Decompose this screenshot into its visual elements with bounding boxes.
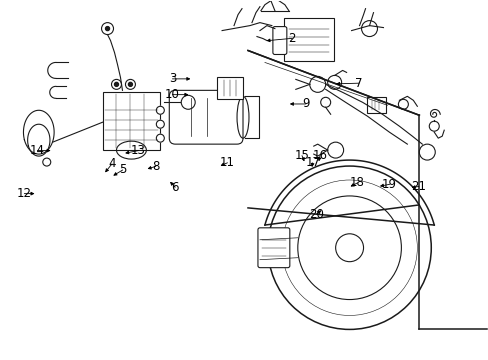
Text: 12: 12 — [17, 187, 32, 200]
Text: 7: 7 — [354, 77, 362, 90]
Circle shape — [105, 27, 109, 31]
Text: 9: 9 — [302, 98, 309, 111]
Circle shape — [156, 120, 164, 128]
FancyBboxPatch shape — [102, 92, 160, 150]
Text: 18: 18 — [349, 176, 364, 189]
Text: 13: 13 — [131, 144, 145, 157]
FancyBboxPatch shape — [272, 27, 286, 54]
Text: 11: 11 — [220, 156, 234, 169]
Text: 2: 2 — [288, 32, 295, 45]
Text: 15: 15 — [294, 149, 309, 162]
Text: 17: 17 — [305, 156, 320, 169]
Text: 14: 14 — [30, 144, 45, 157]
Text: 10: 10 — [164, 88, 180, 101]
Text: 4: 4 — [108, 157, 116, 170]
Circle shape — [156, 106, 164, 114]
Text: 16: 16 — [312, 149, 327, 162]
Text: 6: 6 — [171, 181, 179, 194]
Text: 8: 8 — [152, 160, 159, 173]
FancyBboxPatch shape — [169, 90, 243, 144]
Text: 5: 5 — [119, 163, 126, 176]
FancyBboxPatch shape — [217, 77, 243, 99]
Text: 20: 20 — [308, 208, 324, 221]
Circle shape — [128, 82, 132, 86]
Circle shape — [156, 134, 164, 142]
Text: 3: 3 — [168, 72, 176, 85]
Text: 21: 21 — [410, 180, 426, 193]
Circle shape — [114, 82, 118, 86]
FancyBboxPatch shape — [366, 97, 386, 113]
FancyBboxPatch shape — [258, 228, 289, 268]
FancyBboxPatch shape — [283, 18, 333, 62]
Text: 19: 19 — [382, 178, 396, 191]
